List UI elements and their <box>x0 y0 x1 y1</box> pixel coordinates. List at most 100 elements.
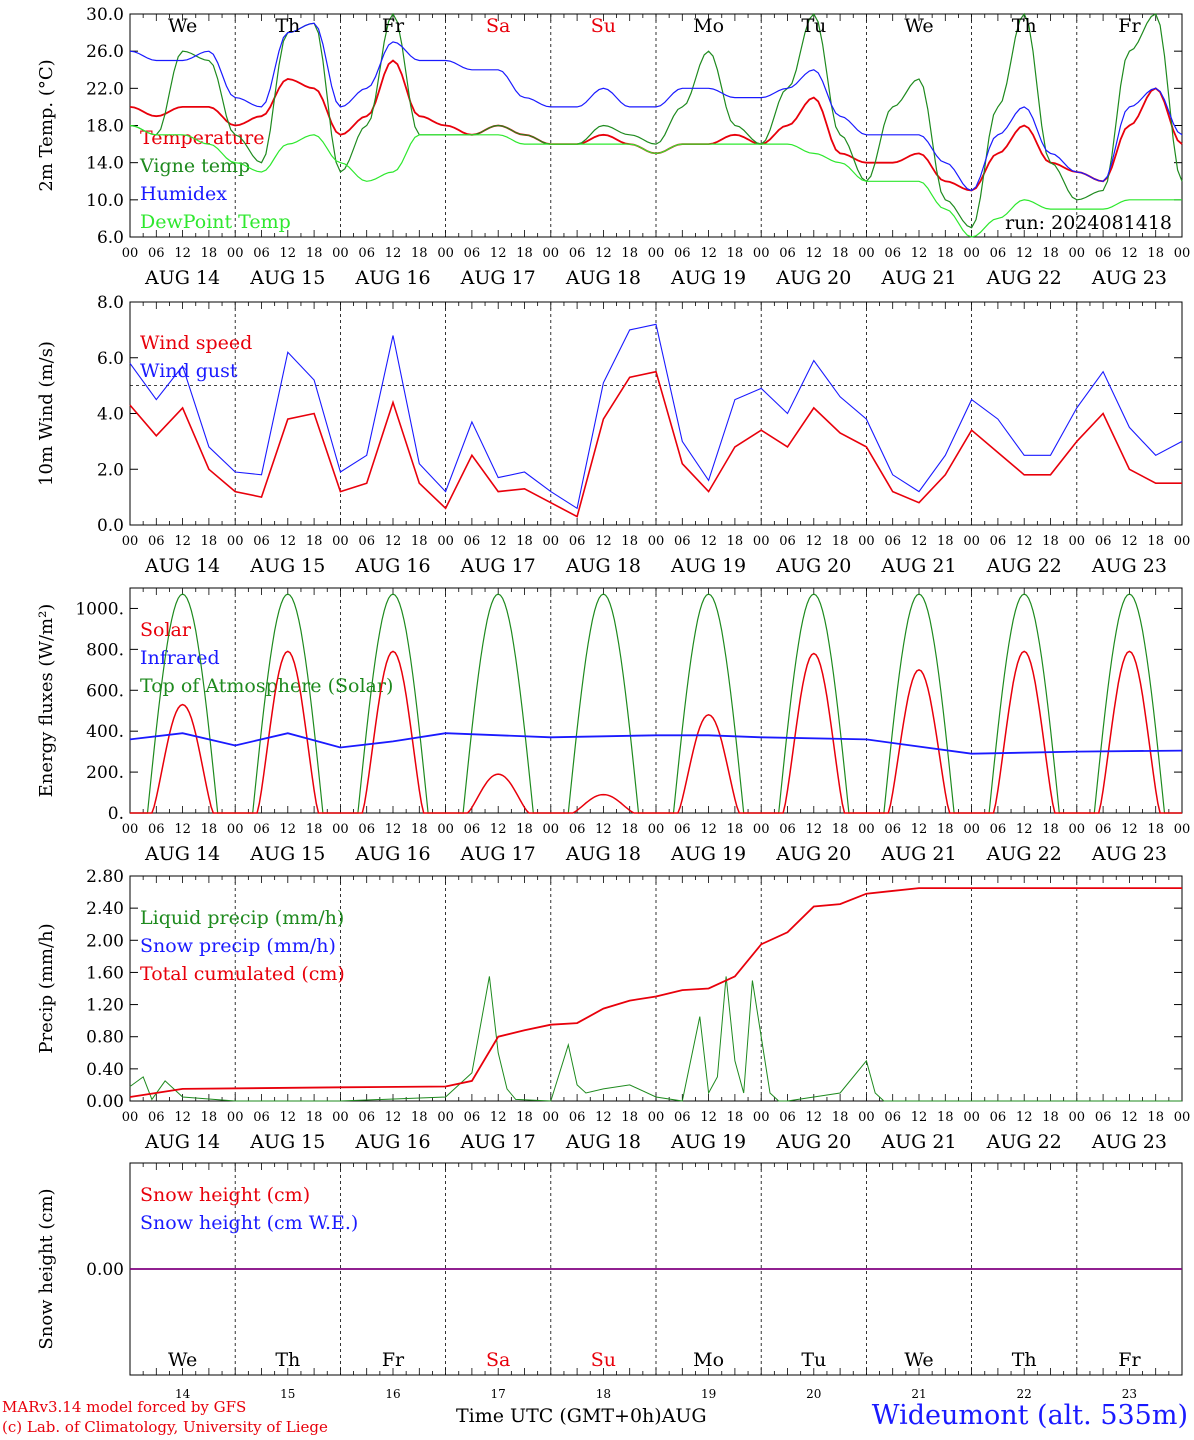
panel-3-date-label: AUG 17 <box>460 843 536 865</box>
panel-3-hour-tick-label: 12 <box>1016 822 1033 837</box>
panel-4-hour-tick-label: 00 <box>753 1110 770 1125</box>
panel-4-y-tick-label: 0.40 <box>86 1060 124 1080</box>
panel-5-day-number-label: 16 <box>385 1387 400 1401</box>
panel-3-date-label: AUG 21 <box>880 843 956 865</box>
panel-1-hour-tick-label: 18 <box>1042 246 1059 261</box>
panel-1-date-label: AUG 22 <box>986 267 1062 289</box>
panel-2-hour-tick-label: 00 <box>437 534 454 549</box>
panel-2-hour-tick-label: 06 <box>779 534 796 549</box>
panel-4-hour-tick-label: 12 <box>1016 1110 1033 1125</box>
panel-2-hour-tick-label: 18 <box>516 534 533 549</box>
panel-2-hour-tick-label: 18 <box>937 534 954 549</box>
panel-5-legend-entry: Snow height (cm W.E.) <box>140 1212 358 1234</box>
x-axis-title-month: AUG <box>661 1405 707 1427</box>
panel-4-hour-tick-label: 00 <box>648 1110 665 1125</box>
panel-3-hour-tick-label: 06 <box>884 822 901 837</box>
panel-5-day-number-label: 14 <box>175 1387 191 1401</box>
panel-3-hour-tick-label: 00 <box>332 822 349 837</box>
panel-1-hour-tick-label: 12 <box>700 246 717 261</box>
panel-2-hour-tick-label: 00 <box>648 534 665 549</box>
panel-4-hour-tick-label: 18 <box>411 1110 428 1125</box>
panel-4-hour-tick-label: 00 <box>332 1110 349 1125</box>
panel-4-legend-entry: Liquid precip (mm/h) <box>140 907 344 929</box>
panel-3-hour-tick-label: 06 <box>358 822 375 837</box>
panel-5-weekday-label: Fr <box>382 1349 405 1371</box>
panel-5-weekday-label: Mo <box>693 1349 724 1371</box>
panel-2-frame <box>129 301 1183 526</box>
panel-1-hour-tick-label: 12 <box>595 246 612 261</box>
panel-3-hour-tick-label: 18 <box>1042 822 1059 837</box>
panel-1-hour-tick-label: 12 <box>911 246 928 261</box>
panel-2-y-tick-label: 2.0 <box>97 460 124 480</box>
panel-2-hour-tick-label: 06 <box>569 534 586 549</box>
panel-3-y-tick-label: 600. <box>86 681 124 701</box>
panel-4-hour-tick-label: 12 <box>700 1110 717 1125</box>
panel-4-hour-tick-label: 06 <box>884 1110 901 1125</box>
panel-5-weekday-label: Su <box>591 1349 616 1371</box>
panel-4-y-tick-label: 0.80 <box>86 1028 124 1048</box>
panel-3-date-label: AUG 16 <box>354 843 430 865</box>
panel-1-hour-tick-label: 00 <box>227 246 244 261</box>
panel-4-hour-tick-label: 00 <box>1069 1110 1086 1125</box>
panel-1-weekday-label: Mo <box>693 15 724 37</box>
panel-1-hour-tick-label: 06 <box>148 246 165 261</box>
panel-2-y-tick-label: 4.0 <box>97 405 124 425</box>
panel-1-hour-tick-label: 00 <box>1069 246 1086 261</box>
panel-3-date-label: AUG 18 <box>565 843 641 865</box>
panel-4-date-label: AUG 16 <box>354 1131 430 1153</box>
panel-4-hour-tick-label: 12 <box>911 1110 928 1125</box>
panel-2-hour-tick-label: 18 <box>832 534 849 549</box>
panel-3-hour-tick-label: 12 <box>280 822 297 837</box>
panel-2-hour-tick-label: 06 <box>674 534 691 549</box>
panel-4-hour-tick-label: 12 <box>1121 1110 1138 1125</box>
panel-3-hour-tick-label: 18 <box>201 822 218 837</box>
panel-1-y-tick-label: 26.0 <box>86 42 124 62</box>
panel-4-date-label: AUG 23 <box>1091 1131 1167 1153</box>
panel-1-hour-tick-label: 00 <box>332 246 349 261</box>
panel-1-hour-tick-label: 00 <box>1174 246 1191 261</box>
panel-2-y-tick-label: 0.0 <box>97 516 124 536</box>
panel-5-day-number-label: 20 <box>806 1387 821 1401</box>
panel-4-y-axis-label: Precip (mm/h) <box>36 923 57 1053</box>
panel-2-hour-tick-label: 12 <box>595 534 612 549</box>
panel-3-hour-tick-label: 00 <box>858 822 875 837</box>
panel-2-y-tick-label: 8.0 <box>97 293 124 313</box>
panel-4-hour-tick-label: 12 <box>595 1110 612 1125</box>
panel-2-legend-entry: Wind speed <box>140 332 252 354</box>
panel-1-hour-tick-label: 00 <box>858 246 875 261</box>
panel-5-weekday-label: We <box>904 1349 933 1371</box>
panel-1-date-label: AUG 15 <box>249 267 325 289</box>
panel-2-hour-tick-label: 00 <box>858 534 875 549</box>
panel-1-hour-tick-label: 06 <box>569 246 586 261</box>
panel-1-hour-tick-label: 12 <box>174 246 191 261</box>
credit-line-1: MARv3.14 model forced by GFS <box>2 1398 247 1416</box>
panel-3-date-label: AUG 14 <box>144 843 220 865</box>
panel-1-legend-entry: Humidex <box>140 183 227 205</box>
panel-1-y-tick-label: 18.0 <box>86 117 124 137</box>
panel-3-hour-tick-label: 18 <box>832 822 849 837</box>
panel-4-hour-tick-label: 12 <box>174 1110 191 1125</box>
panel-3-hour-tick-label: 18 <box>727 822 744 837</box>
panel-4-hour-tick-label: 06 <box>779 1110 796 1125</box>
panel-2-hour-tick-label: 18 <box>727 534 744 549</box>
panel-1-date-label: AUG 18 <box>565 267 641 289</box>
panel-4-hour-tick-label: 18 <box>832 1110 849 1125</box>
panel-3-y-tick-label: 200. <box>86 763 124 783</box>
panel-4-hour-tick-label: 18 <box>937 1110 954 1125</box>
panel-3-hour-tick-label: 00 <box>753 822 770 837</box>
panel-4-series-line <box>129 887 1182 1098</box>
panel-1-hour-tick-label: 00 <box>753 246 770 261</box>
panel-2-hour-tick-label: 12 <box>1121 534 1138 549</box>
panel-1-date-label: AUG 21 <box>880 267 956 289</box>
panel-3-hour-tick-label: 12 <box>174 822 191 837</box>
panel-2-hour-tick-label: 18 <box>621 534 638 549</box>
panel-3-hour-tick-label: 18 <box>621 822 638 837</box>
panel-4-hour-tick-label: 00 <box>963 1110 980 1125</box>
panel-1-y-tick-label: 10.0 <box>86 191 124 211</box>
panel-4-y-tick-label: 2.80 <box>86 867 124 887</box>
panel-5-day-number-label: 17 <box>491 1387 506 1401</box>
panel-4-hour-tick-label: 00 <box>543 1110 560 1125</box>
panel-3-hour-tick-label: 18 <box>1147 822 1164 837</box>
panel-2-hour-tick-label: 06 <box>1095 534 1112 549</box>
panel-1-hour-tick-label: 06 <box>884 246 901 261</box>
